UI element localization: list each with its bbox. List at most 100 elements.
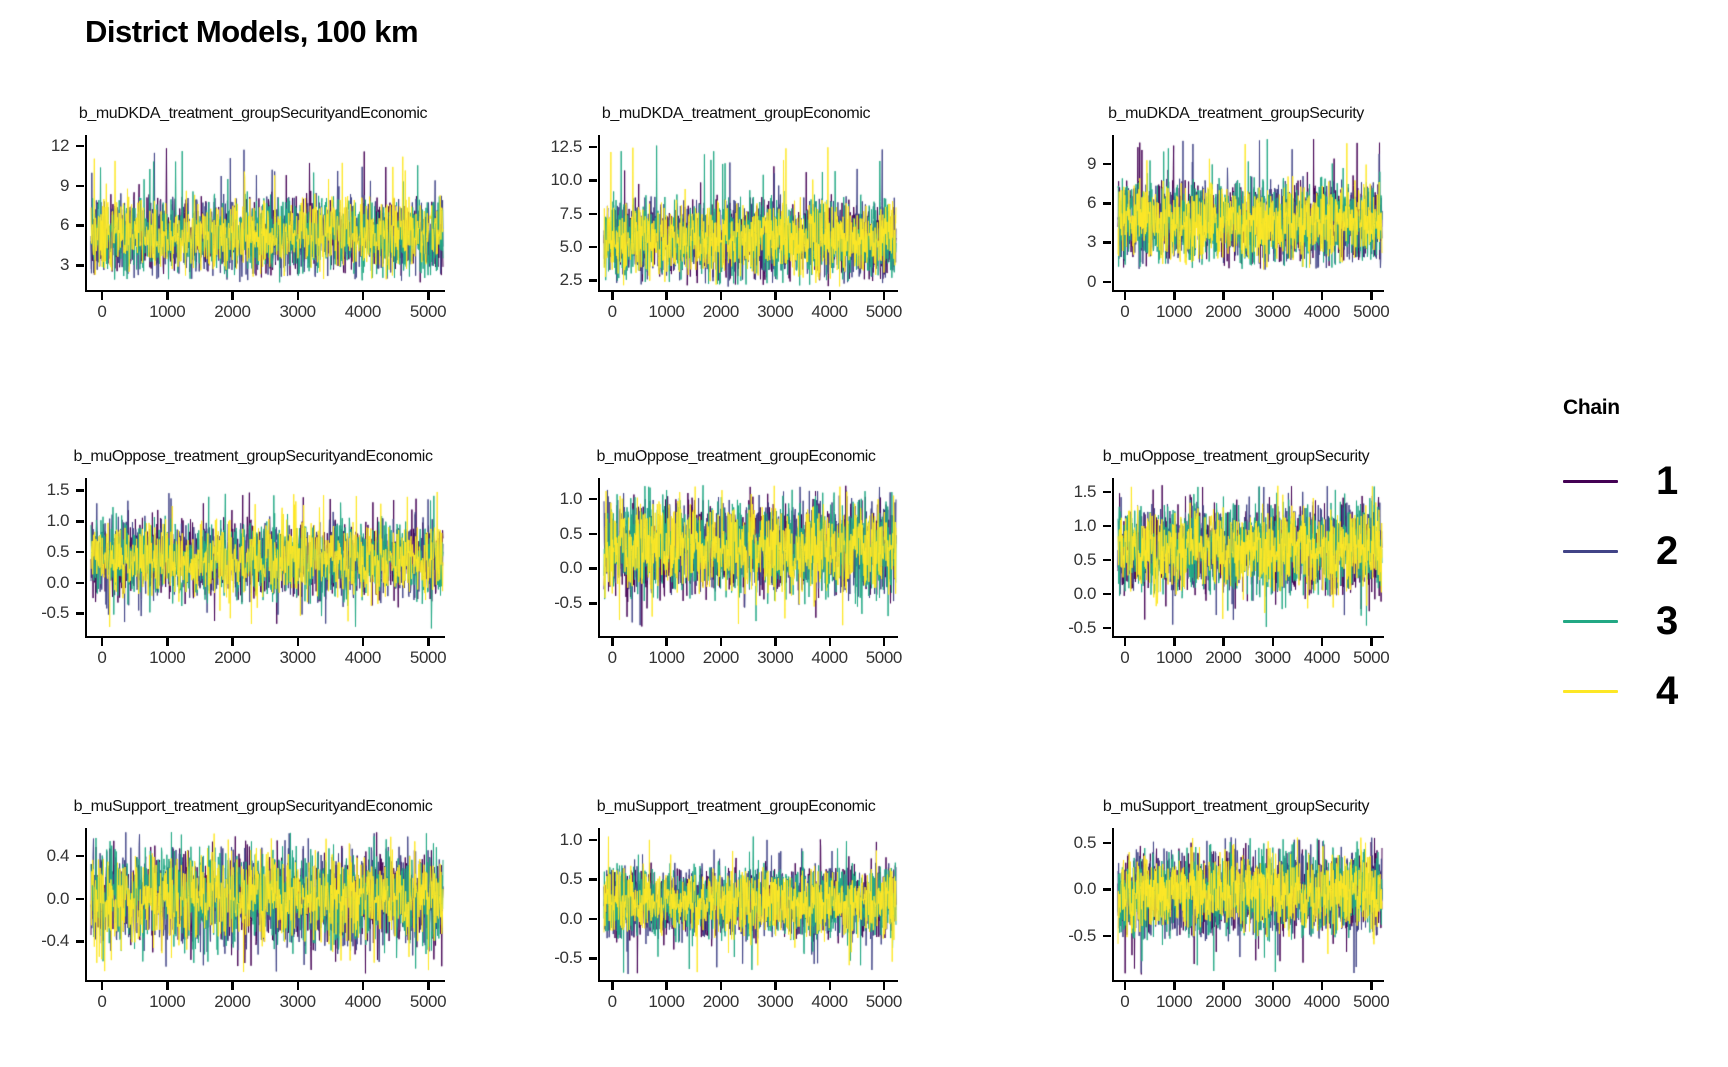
plot-panel: [598, 135, 900, 292]
y-tick-mark: [76, 854, 84, 858]
legend-item: 2: [1563, 516, 1723, 586]
plot-panel: [598, 828, 900, 982]
x-tick-label: 4000: [344, 648, 382, 667]
y-tick-mark: [1103, 490, 1111, 494]
x-tick-mark: [166, 292, 169, 300]
y-tick-label: 12: [50, 135, 70, 155]
x-tick-label: 2000: [214, 992, 251, 1011]
x-tick-label: 2000: [1205, 992, 1242, 1011]
y-tick-mark: [589, 567, 597, 570]
x-tick-label: 4000: [811, 648, 848, 667]
trace-canvas: [600, 828, 900, 982]
y-tick-label: 0.0: [46, 572, 70, 592]
plot-panel: [1112, 135, 1386, 292]
y-tick-mark: [589, 878, 597, 881]
x-tick-mark: [774, 982, 777, 990]
x-tick-mark: [665, 292, 668, 300]
x-tick-mark: [1320, 292, 1324, 300]
x-tick-mark: [882, 292, 886, 300]
x-tick-mark: [296, 292, 300, 300]
y-tick-mark: [589, 838, 597, 842]
x-tick-mark: [611, 638, 614, 646]
x-tick-label: 4000: [811, 302, 848, 321]
y-tick-mark: [1103, 626, 1111, 630]
trace-canvas: [87, 828, 447, 982]
y-tick-label: 5.0: [559, 236, 583, 256]
x-tick-mark: [361, 292, 365, 300]
x-tick-label: 3000: [1254, 648, 1292, 667]
x-tick-label: 0: [1120, 302, 1130, 321]
y-tick-label: 2.5: [559, 270, 583, 290]
x-tick-mark: [1173, 292, 1176, 300]
x-tick-label: 4000: [811, 992, 848, 1011]
y-tick-mark: [1103, 592, 1111, 596]
x-tick-mark: [1123, 292, 1127, 300]
x-tick-mark: [611, 982, 614, 990]
y-tick-mark: [1103, 558, 1111, 562]
legend-item: 1: [1563, 446, 1723, 516]
x-tick-mark: [296, 982, 300, 990]
y-tick-mark: [1103, 841, 1111, 845]
panel-title: b_muSupport_treatment_groupSecurity: [1102, 798, 1370, 815]
y-tick-mark: [1103, 934, 1111, 938]
x-tick-label: 5000: [865, 648, 903, 667]
x-tick-label: 4000: [344, 992, 382, 1011]
x-tick-mark: [427, 982, 430, 990]
x-tick-mark: [1173, 982, 1176, 990]
legend-item: 3: [1563, 586, 1723, 656]
x-tick-label: 5000: [409, 992, 447, 1011]
x-tick-label: 2000: [702, 648, 740, 667]
y-tick-mark: [589, 602, 597, 605]
plot-panel: [85, 135, 447, 292]
x-tick-mark: [882, 638, 886, 646]
trace-canvas: [1114, 135, 1386, 292]
x-tick-mark: [231, 292, 234, 300]
x-tick-label: 1000: [648, 302, 685, 321]
panel-title: b_muSupport_treatment_groupEconomic: [596, 798, 876, 815]
y-tick-label: 0.5: [559, 869, 583, 889]
trace-canvas: [600, 135, 900, 292]
x-tick-mark: [719, 982, 723, 990]
y-tick-mark: [76, 581, 84, 585]
x-tick-label: 5000: [1353, 302, 1390, 321]
x-tick-label: 2000: [1205, 302, 1242, 321]
x-tick-label: 5000: [409, 648, 447, 667]
y-tick-label: 0.5: [46, 541, 70, 561]
x-tick-mark: [100, 292, 104, 300]
x-tick-mark: [828, 292, 832, 300]
x-tick-label: 4000: [1303, 992, 1341, 1011]
page-title: District Models, 100 km: [85, 14, 419, 49]
panel-title: b_muOppose_treatment_groupSecurityandEco…: [73, 448, 433, 465]
trace-canvas: [1114, 478, 1386, 638]
legend-item-label: 2: [1656, 528, 1678, 573]
legend-item-label: 3: [1656, 598, 1678, 643]
y-tick-label: 6: [59, 215, 69, 235]
y-tick-label: 9: [59, 175, 69, 195]
x-tick-label: 1000: [149, 648, 186, 667]
x-tick-label: 0: [97, 992, 107, 1011]
trace-canvas: [1114, 828, 1386, 982]
y-tick-label: -0.5: [1068, 925, 1096, 945]
x-tick-mark: [231, 638, 234, 646]
x-tick-mark: [1320, 638, 1324, 646]
x-tick-mark: [427, 638, 430, 646]
y-tick-label: 3: [59, 255, 69, 275]
x-tick-mark: [1271, 292, 1275, 300]
legend-item-label: 4: [1656, 668, 1678, 713]
x-tick-label: 3000: [757, 992, 794, 1011]
x-tick-label: 4000: [344, 302, 382, 321]
x-tick-label: 1000: [149, 992, 186, 1011]
x-tick-label: 0: [97, 302, 107, 321]
x-tick-mark: [1173, 638, 1176, 646]
x-tick-label: 4000: [1303, 648, 1341, 667]
panel-title: b_muOppose_treatment_groupSecurity: [1102, 448, 1370, 465]
x-tick-mark: [1370, 638, 1373, 646]
y-tick-label: -0.5: [41, 603, 69, 623]
x-tick-mark: [1222, 982, 1225, 990]
y-tick-label: 0.0: [46, 888, 70, 908]
y-tick-mark: [76, 264, 84, 267]
y-tick-label: 3: [1086, 232, 1096, 252]
y-tick-mark: [76, 224, 84, 227]
legend-item-label: 1: [1656, 458, 1678, 503]
x-tick-mark: [166, 982, 169, 990]
